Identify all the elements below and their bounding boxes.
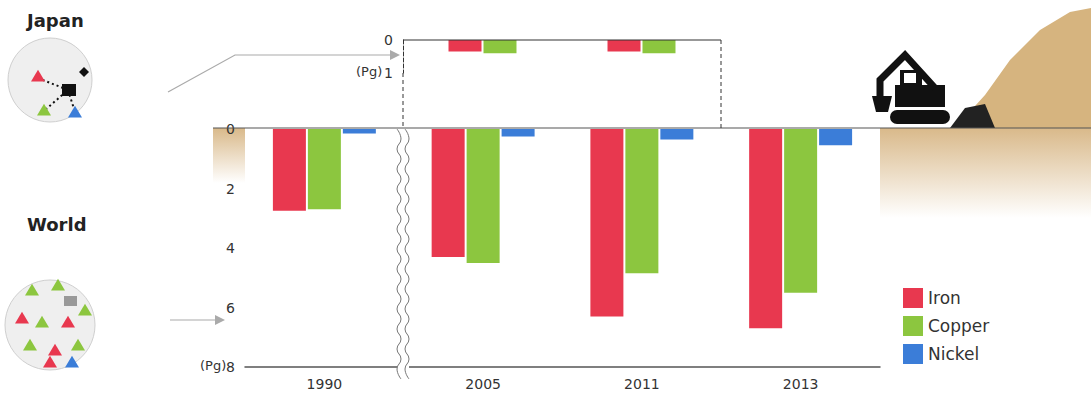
svg-text:0: 0 (384, 32, 393, 48)
svg-text:Nickel: Nickel (928, 344, 979, 364)
svg-text:Copper: Copper (928, 316, 989, 336)
svg-text:2005: 2005 (465, 376, 501, 392)
svg-text:6: 6 (226, 300, 235, 316)
svg-text:2: 2 (226, 181, 235, 197)
svg-text:4: 4 (226, 240, 235, 256)
svg-text:Japan: Japan (25, 10, 84, 31)
svg-text:1990: 1990 (307, 376, 343, 392)
svg-text:2013: 2013 (783, 376, 819, 392)
svg-text:(Pg): (Pg) (200, 358, 226, 373)
svg-text:8: 8 (226, 359, 235, 375)
svg-text:0: 0 (226, 121, 235, 137)
svg-text:World: World (27, 214, 87, 235)
svg-text:2011: 2011 (624, 376, 660, 392)
svg-text:1: 1 (384, 65, 393, 81)
svg-text:Iron: Iron (928, 288, 961, 308)
svg-text:(Pg): (Pg) (356, 64, 382, 79)
